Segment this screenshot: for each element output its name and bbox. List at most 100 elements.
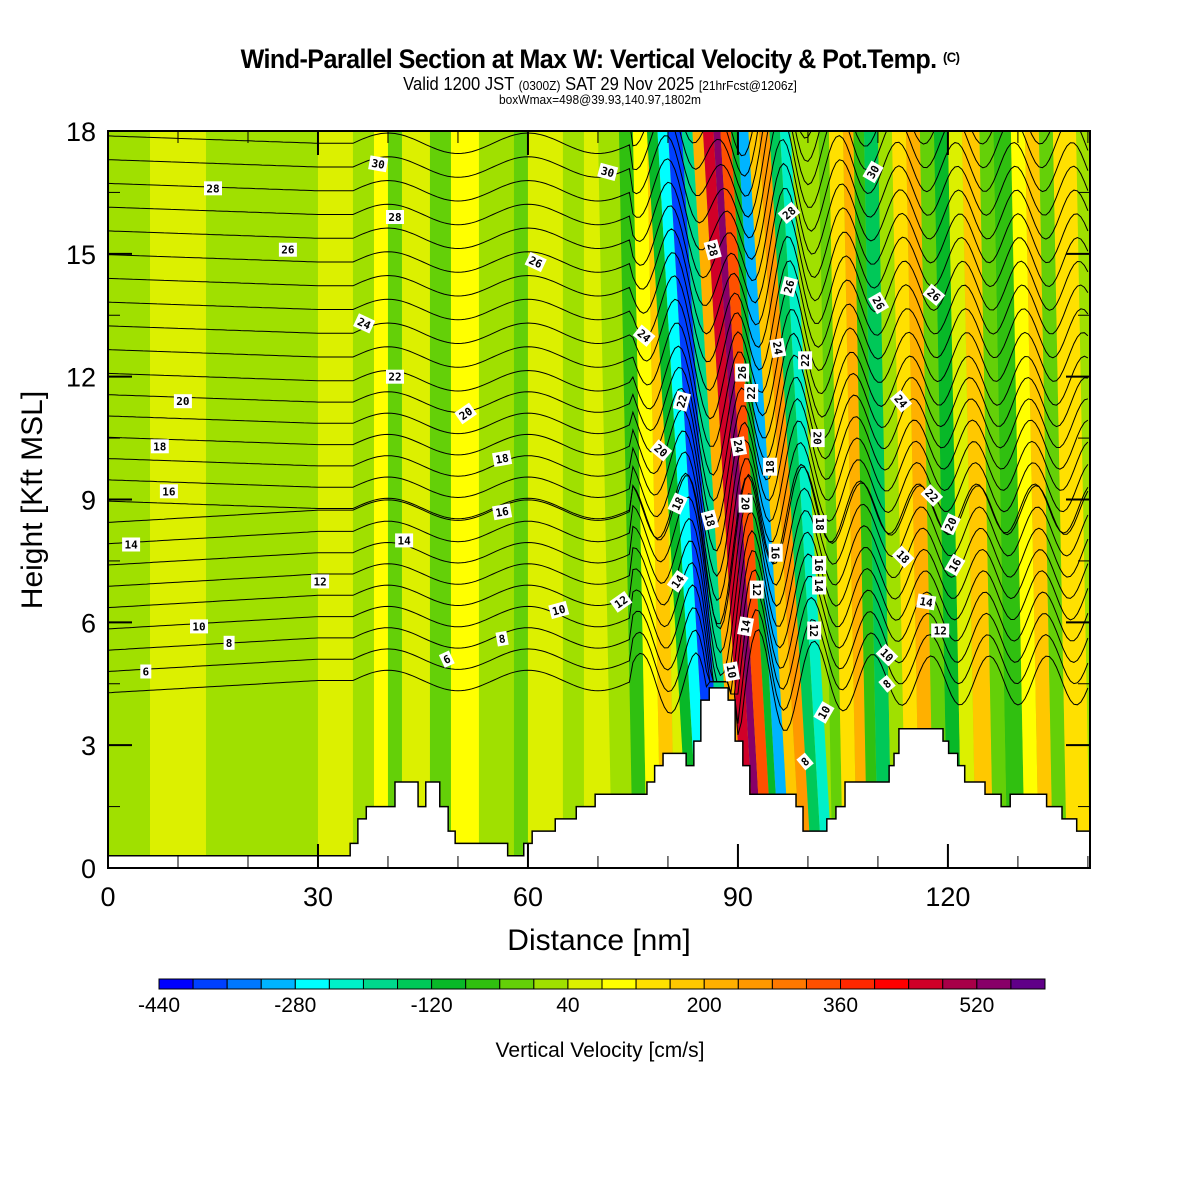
contour-label-bg: [667, 492, 688, 515]
contour-label-text: 26: [869, 294, 887, 312]
colorbar-tick-label: 360: [823, 994, 858, 1017]
x-tick-label: 0: [100, 882, 115, 912]
y-tick-label: 9: [81, 486, 96, 516]
y-tick-label: 18: [66, 117, 96, 147]
contour-label-bg: [190, 619, 208, 634]
y-axis-title: Height [Kft MSL]: [16, 391, 49, 609]
contour-label: 22: [386, 369, 404, 384]
isentrope-12: [108, 487, 1089, 654]
velocity-band-28: [730, 131, 780, 868]
contour-label-bg: [204, 181, 222, 196]
contour-label-text: 18: [495, 452, 510, 467]
contour-label-bg: [738, 494, 753, 513]
contour-label: 6: [140, 664, 152, 679]
contour-label-text: 28: [206, 182, 219, 195]
contour-label: 16: [944, 553, 966, 577]
contour-label-bg: [920, 484, 944, 507]
colorbar-swatch: [737, 978, 773, 990]
velocity-band-44: [947, 131, 976, 868]
velocity-band-4: [352, 131, 374, 868]
contour-label-bg: [862, 160, 884, 184]
vertical-velocity-field: [108, 131, 1090, 868]
copyright-mark: (C): [942, 49, 960, 65]
chart-title: Wind-Parallel Section at Max W: Vertical…: [42, 44, 1158, 75]
contour-label-bg: [700, 509, 719, 531]
chart-title-main: Wind-Parallel Section at Max W: Vertical…: [240, 44, 938, 74]
contour-label-text: 10: [551, 602, 567, 618]
contour-label-text: 30: [864, 163, 882, 181]
contour-label: 14: [395, 533, 414, 548]
velocity-band-32: [769, 131, 822, 868]
contour-label-bg: [737, 616, 755, 637]
colorbar-swatch: [158, 978, 194, 990]
velocity-band-13: [562, 131, 584, 868]
isentrope-17: [108, 398, 1089, 552]
colorbar-tick-label: 40: [556, 994, 579, 1017]
contour-label: 22: [672, 390, 691, 412]
velocity-band-6: [387, 131, 402, 868]
contour-label-bg: [769, 337, 787, 359]
contour-label: 12: [931, 623, 950, 638]
colorbar-swatch: [805, 978, 842, 990]
contour-label-bg: [524, 251, 547, 273]
isentrope-10: [108, 529, 1089, 683]
contour-label-text: 10: [815, 704, 833, 722]
contour-label: 24: [769, 337, 787, 359]
isentrope-6: [108, 609, 1089, 724]
x-axis-title: Distance [nm]: [507, 924, 690, 957]
velocity-band-45: [961, 131, 994, 868]
isentrope-26: [108, 187, 1089, 306]
contour-label: 24: [353, 313, 376, 334]
contour-label-text: 22: [674, 393, 690, 409]
box-wmax-info: boxWmax=498@39.93,140.97,1802m: [499, 92, 701, 107]
velocity-band-7: [401, 131, 430, 868]
colorbar-swatch: [567, 978, 603, 990]
isentrope-8: [108, 569, 1089, 695]
contour-label-bg: [944, 553, 966, 577]
contour-label: 18: [492, 450, 513, 468]
velocity-band-33: [779, 131, 833, 868]
contour-label-bg: [878, 674, 896, 693]
contour-label-text: 12: [612, 593, 630, 611]
contour-label-text: 14: [397, 534, 411, 547]
contour-label-bg: [768, 543, 783, 562]
contour-label: 12: [807, 621, 822, 640]
colorbar-tick-label: -120: [411, 994, 453, 1017]
contour-label-text: 30: [370, 157, 385, 172]
velocity-band-49: [1024, 131, 1053, 868]
isentrope-28: [108, 138, 1089, 260]
contour-label: 10: [190, 619, 208, 634]
contour-label-bg: [812, 515, 827, 534]
contour-label-text: 26: [781, 278, 797, 295]
colorbar-swatch: [294, 978, 330, 990]
colorbar-swatch: [499, 978, 535, 990]
contour-label: 30: [862, 160, 884, 184]
x-tick-label: 90: [723, 882, 753, 912]
contour-label-bg: [609, 591, 633, 613]
contour-label-bg: [150, 439, 169, 454]
contour-label: 8: [878, 674, 896, 693]
contour-label-bg: [940, 512, 961, 536]
valid-time: Valid 1200 JST: [403, 74, 514, 94]
valid-time-utc: (0300Z): [518, 78, 561, 93]
contour-label-text: 18: [153, 440, 166, 453]
contour-label-bg: [723, 661, 741, 682]
contour-label-bg: [666, 570, 689, 593]
contour-label-bg: [889, 389, 913, 413]
velocity-band-40: [891, 131, 920, 868]
contour-label-bg: [159, 484, 178, 499]
x-tick-label: 30: [303, 882, 333, 912]
contour-label: 18: [763, 457, 778, 476]
contour-label: 20: [454, 402, 478, 425]
y-tick-label: 12: [66, 363, 96, 393]
velocity-band-12: [527, 131, 563, 868]
colorbar-swatch: [840, 978, 876, 990]
contour-label-bg: [916, 593, 937, 611]
contour-label: 30: [368, 155, 389, 173]
contour-label-bg: [749, 580, 764, 599]
contour-label: 16: [812, 556, 827, 574]
contour-label-text: 18: [701, 512, 717, 528]
colorbar-swatch: [397, 978, 433, 990]
colorbar-swatch: [465, 978, 501, 990]
contour-label-bg: [812, 576, 827, 595]
